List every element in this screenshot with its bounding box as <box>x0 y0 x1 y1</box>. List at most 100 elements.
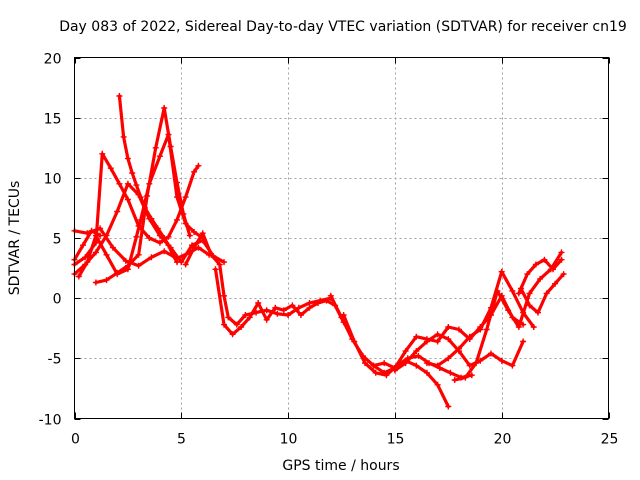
data-point-marker <box>97 232 104 239</box>
data-point-marker <box>323 297 330 304</box>
data-point-marker <box>88 227 95 234</box>
data-point-marker <box>154 225 161 232</box>
data-point-marker <box>445 355 452 362</box>
x-tick-label: 25 <box>601 432 619 448</box>
y-tick-label: 15 <box>44 112 62 128</box>
data-point-marker <box>524 271 531 278</box>
data-point-marker <box>191 168 198 175</box>
data-point-marker <box>535 309 541 316</box>
series-16 <box>517 271 567 316</box>
chart-title: Day 083 of 2022, Sidereal Day-to-day VTE… <box>59 19 627 35</box>
data-point-marker <box>370 362 377 369</box>
y-tick-label: 20 <box>44 52 62 68</box>
data-point-marker <box>152 144 159 151</box>
data-point-marker <box>135 262 142 269</box>
data-point-marker <box>174 259 180 266</box>
data-point-marker <box>498 357 505 364</box>
series-track-line <box>72 229 102 262</box>
data-point-marker <box>552 280 559 287</box>
data-point-marker <box>133 182 140 189</box>
data-point-marker <box>122 257 129 264</box>
data-point-marker <box>415 352 422 359</box>
series-13 <box>423 268 537 369</box>
data-point-marker <box>434 381 441 388</box>
data-point-marker <box>99 150 106 157</box>
data-point-marker <box>148 215 155 222</box>
series-9 <box>327 292 452 410</box>
data-point-marker <box>103 251 110 258</box>
data-point-marker <box>558 249 565 256</box>
data-point-marker <box>488 350 494 357</box>
data-point-marker <box>295 304 302 311</box>
series-track-line <box>94 106 192 285</box>
data-point-marker <box>381 360 388 367</box>
data-point-marker <box>114 269 121 276</box>
data-point-marker <box>543 290 550 297</box>
x-tick-label: 20 <box>494 432 512 448</box>
x-axis-label: GPS time / hours <box>282 458 399 474</box>
data-point-marker <box>238 324 245 330</box>
data-point-marker <box>221 259 227 266</box>
data-point-marker <box>135 251 142 258</box>
data-point-marker <box>133 233 140 240</box>
data-point-marker <box>195 162 202 169</box>
data-point-marker <box>383 372 390 379</box>
data-point-marker <box>156 239 163 246</box>
x-tick-label: 5 <box>177 432 186 448</box>
data-point-marker <box>216 261 223 268</box>
data-point-marker <box>372 369 379 376</box>
data-point-marker <box>182 194 189 201</box>
data-point-marker <box>120 133 127 140</box>
data-point-marker <box>517 285 524 292</box>
data-point-marker <box>447 369 454 376</box>
data-point-marker <box>263 307 270 314</box>
data-point-marker <box>466 362 473 369</box>
data-point-marker <box>362 360 368 367</box>
data-point-marker <box>445 324 452 330</box>
data-point-marker <box>280 307 287 314</box>
x-tick-label: 15 <box>387 432 405 448</box>
data-point-marker <box>515 324 522 330</box>
data-point-marker <box>451 377 458 383</box>
data-point-marker <box>473 360 480 367</box>
data-point-marker <box>272 304 279 311</box>
data-point-marker <box>144 192 151 199</box>
data-point-marker <box>229 331 236 338</box>
data-point-marker <box>80 242 86 249</box>
data-point-marker <box>550 266 556 273</box>
data-point-marker <box>537 275 544 282</box>
data-point-marker <box>116 93 123 99</box>
data-point-marker <box>285 312 292 318</box>
data-point-marker <box>466 333 473 340</box>
data-point-marker <box>434 331 441 338</box>
series-12 <box>391 331 527 374</box>
data-point-marker <box>114 208 121 215</box>
data-point-marker <box>180 210 187 217</box>
data-point-marker <box>103 232 110 239</box>
data-point-marker <box>532 261 539 268</box>
series-8 <box>212 266 347 338</box>
data-point-marker <box>255 300 262 306</box>
data-point-marker <box>148 254 155 261</box>
data-point-marker <box>526 302 533 309</box>
data-point-marker <box>423 360 430 367</box>
data-point-marker <box>445 403 452 410</box>
grid <box>74 57 609 419</box>
data-point-marker <box>116 180 123 187</box>
data-point-marker <box>161 105 168 111</box>
data-point-marker <box>124 262 131 269</box>
data-point-marker <box>92 279 99 286</box>
data-point-marker <box>520 338 527 345</box>
series-6 <box>92 105 193 286</box>
y-tick-label: 5 <box>53 232 62 248</box>
data-point-marker <box>340 312 347 318</box>
data-point-marker <box>225 314 232 321</box>
data-point-marker <box>161 248 168 255</box>
data-point-marker <box>413 362 420 369</box>
data-point-marker <box>191 244 198 251</box>
data-point-marker <box>161 235 168 241</box>
data-point-marker <box>274 310 281 317</box>
data-point-marker <box>146 235 153 241</box>
data-point-marker <box>456 345 462 352</box>
data-point-marker <box>92 249 99 256</box>
